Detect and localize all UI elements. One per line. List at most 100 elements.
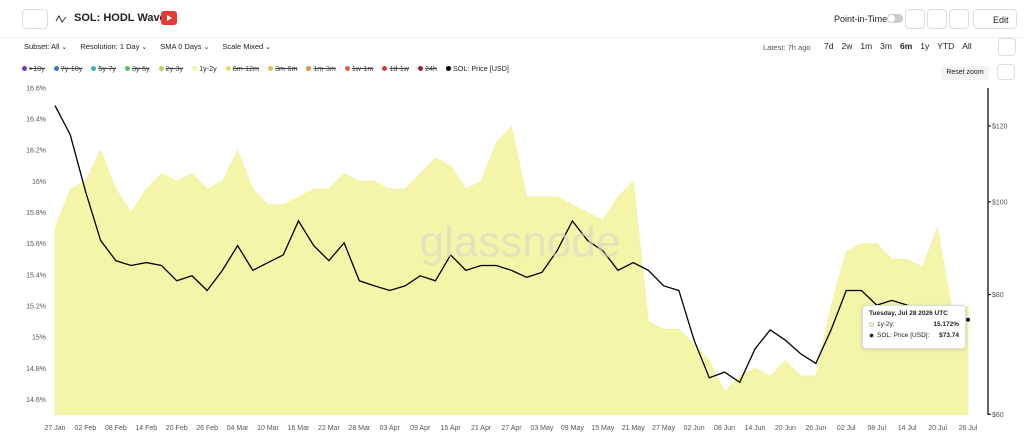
x-tick-label: 26 Jun (805, 425, 826, 432)
y-tick-label: 15.6% (26, 241, 46, 248)
y-tick-label: 15.4% (26, 272, 46, 279)
legend-label: 3m-6m (275, 64, 298, 73)
range-button[interactable]: 1m (860, 41, 873, 51)
share-button[interactable] (927, 9, 947, 29)
y-tick-label: 14.8% (26, 366, 46, 373)
range-button[interactable]: All (962, 41, 972, 51)
y2-tick-label: $60 (992, 412, 1004, 419)
legend-item[interactable]: 2y-3y (158, 64, 184, 73)
hover-dot (965, 316, 971, 323)
legend-label: 5y-7y (98, 64, 116, 73)
x-tick-label: 28 Mar (348, 425, 370, 432)
legend-item[interactable]: 1d-1w (382, 64, 409, 73)
legend-label: 1y-2y (199, 64, 217, 73)
x-tick-label: 15 Apr (441, 425, 462, 432)
x-tick-label: 04 Mar (227, 425, 249, 432)
range-button[interactable]: 7d (824, 41, 834, 51)
point-in-time-toggle[interactable] (887, 14, 903, 23)
y-tick-label: 16.2% (26, 148, 46, 155)
x-tick-label: 26 Jul (959, 425, 978, 432)
legend-swatch (417, 66, 423, 71)
x-tick-label: 02 Feb (75, 425, 97, 432)
latest: Latest: 7h ago (763, 43, 811, 52)
range-button[interactable]: 2w (841, 41, 853, 51)
tooltip: Tuesday, Jul 28 2026 UTC 1y-2y: 15.172% SO… (862, 305, 966, 349)
legend-item[interactable]: >10y (22, 64, 45, 73)
x-tick-label: 02 Jul (837, 425, 856, 432)
tooltip-swatch (869, 322, 874, 327)
y-tick-label: 15.2% (26, 303, 46, 310)
x-tick-label: 21 Apr (471, 425, 492, 432)
legend-item[interactable]: 24h (417, 64, 437, 73)
camera-button[interactable] (997, 64, 1015, 80)
filter-dropdown[interactable]: SMA 0 Days (160, 42, 209, 51)
header (0, 0, 1024, 38)
x-tick-label: 21 May (622, 425, 645, 432)
legend-item[interactable]: SOL: Price [USD] (445, 64, 509, 73)
y-tick-label: 16.6% (26, 85, 46, 92)
x-tick-label: 03 Apr (380, 425, 401, 432)
legend-item[interactable]: 5y-7y (91, 64, 116, 73)
legend-item[interactable]: 1y-2y (192, 64, 217, 73)
edit-button[interactable]: Edit (973, 9, 1017, 29)
tooltip-swatch (869, 333, 874, 338)
tooltip-value: 15.172% (933, 321, 959, 328)
filter-dropdown[interactable]: Resolution: 1 Day (80, 42, 147, 51)
x-tick-label: 02 Jun (684, 425, 705, 432)
sidebar-toggle[interactable] (22, 9, 48, 29)
x-tick-label: 20 Feb (166, 425, 188, 432)
legend-item[interactable]: 3y-5y (124, 64, 150, 73)
legend-label: 2y-3y (165, 64, 184, 73)
legend-item[interactable]: 6m-12m (225, 64, 260, 73)
line (54, 105, 969, 384)
y-tick-label: 15.8% (26, 210, 46, 217)
legend-swatch (268, 66, 274, 71)
calendar-button[interactable] (998, 38, 1016, 56)
legend-item[interactable]: 3m-6m (268, 64, 297, 73)
legend-label: 6m-12m (232, 64, 260, 73)
x-tick-label: 20 Jun (775, 425, 796, 432)
range-button[interactable]: 6m (899, 41, 913, 51)
legend-item[interactable]: 1w-1m (344, 64, 373, 73)
tooltip-label: SOL: Price [USD]: (877, 332, 930, 339)
copy-button[interactable] (949, 9, 969, 29)
legend-label: 1m-3m (313, 64, 336, 73)
range-button[interactable]: YTD (937, 41, 955, 51)
reset-zoom[interactable]: Reset zoom (941, 66, 989, 80)
legend-label: 3y-5y (131, 64, 150, 73)
filter-dropdown[interactable]: Scale Mixed (222, 42, 271, 51)
y2-tick-label: $120 (992, 123, 1008, 130)
legend-label: SOL: Price [USD] (452, 64, 509, 73)
x-tick-label: 16 Mar (288, 425, 310, 432)
x-tick-label: 10 Mar (257, 425, 279, 432)
legend-swatch (91, 66, 97, 71)
legend-swatch (344, 66, 350, 71)
chart-title: SOL: HODL Waves (74, 12, 172, 24)
range-button[interactable]: 3m (880, 41, 892, 51)
legend-label: >10y (29, 64, 45, 73)
legend-label: 1d-1w (389, 64, 409, 73)
y-tick-label: 16.4% (26, 116, 46, 123)
x-tick-label: 08 Feb (105, 425, 127, 432)
legend-item[interactable]: 1m-3m (306, 64, 336, 73)
video-icon[interactable] (161, 11, 177, 25)
legend-swatch (306, 66, 312, 71)
filters: Subset: All Resolution: 1 Day SMA 0 Days Sc… (24, 42, 271, 51)
legend-label: 7y-10y (60, 64, 83, 73)
x-tick-label: 27 Jan (44, 425, 65, 432)
filter-dropdown[interactable]: Subset: All (24, 42, 67, 51)
legend-swatch (225, 66, 231, 71)
watermark: glassnode (420, 218, 621, 267)
y-tick-label: 15% (32, 335, 46, 342)
x-tick-label: 26 Feb (196, 425, 218, 432)
legend-item[interactable]: 7y-10y (53, 64, 83, 73)
tooltip-row: 1y-2y: 15.172% (869, 321, 959, 328)
star-button[interactable] (905, 9, 925, 29)
x-tick-label: 14 Feb (135, 425, 157, 432)
range-buttons: 7d 2w 1m 3m 6m 1y YTD All (820, 39, 976, 53)
range-button[interactable]: 1y (920, 41, 930, 51)
y-tick-label: 14.6% (26, 397, 46, 404)
legend-label: 24h (424, 64, 437, 73)
